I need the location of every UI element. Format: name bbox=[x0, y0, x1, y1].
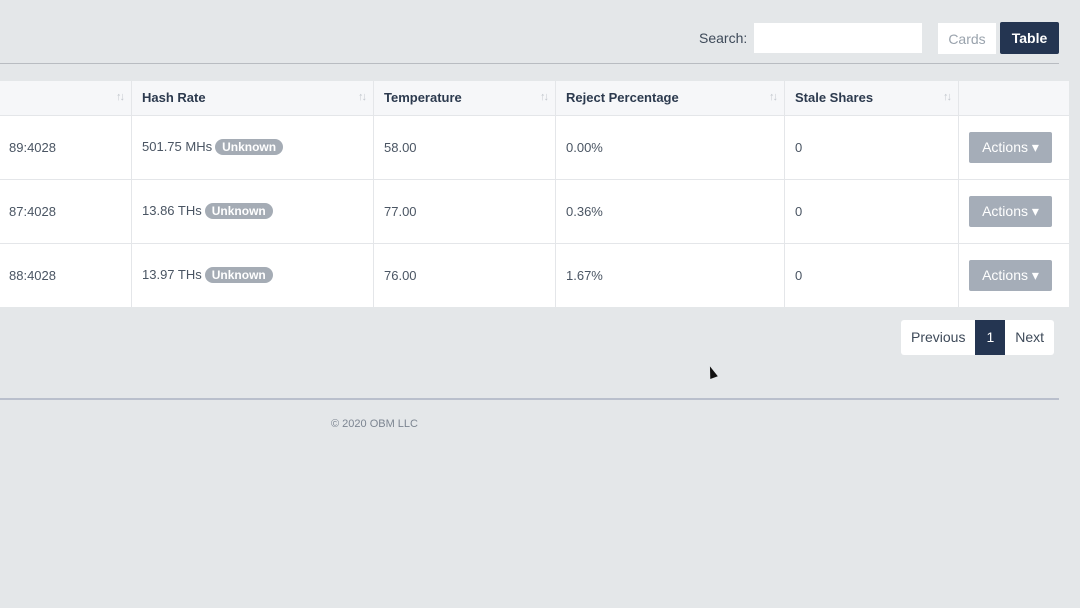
hash-rate: 13.97 THs bbox=[142, 267, 202, 283]
previous-page-button[interactable]: Previous bbox=[911, 329, 966, 345]
column-header-reject-percentage[interactable]: Reject Percentage ↑↓ bbox=[555, 81, 785, 115]
divider bbox=[0, 63, 1059, 64]
address-cell: 89:4028 bbox=[0, 114, 132, 179]
search-input[interactable] bbox=[754, 23, 922, 53]
miners-table: ↑↓ Hash Rate ↑↓ Temperature ↑↓ Reject Perc… bbox=[0, 81, 1069, 307]
column-header-address[interactable]: ↑↓ bbox=[0, 81, 132, 115]
header-label: Temperature bbox=[384, 90, 462, 106]
header-label: Hash Rate bbox=[142, 90, 206, 106]
column-header-temperature[interactable]: Temperature ↑↓ bbox=[373, 81, 556, 115]
address-cell: 88:4028 bbox=[0, 242, 132, 307]
mouse-cursor-icon bbox=[706, 364, 718, 380]
pagination: Previous 1 Next bbox=[901, 320, 1055, 355]
status-badge: Unknown bbox=[204, 203, 273, 219]
actions-cell: Actions ▾ bbox=[958, 178, 1069, 243]
hash-rate-cell: 13.86 THs Unknown bbox=[131, 178, 374, 243]
address: 87:4028 bbox=[9, 203, 56, 219]
hash-rate-cell: 501.75 MHs Unknown bbox=[131, 114, 374, 179]
sort-icon[interactable]: ↑↓ bbox=[769, 91, 778, 103]
table-row: 89:4028 501.75 MHs Unknown 58.00 0.00% 0 … bbox=[0, 114, 1069, 179]
sort-icon[interactable]: ↑↓ bbox=[943, 91, 952, 103]
stale-cell: 0 bbox=[784, 114, 959, 179]
address-cell: 87:4028 bbox=[0, 178, 132, 243]
address: 89:4028 bbox=[9, 139, 56, 155]
actions-dropdown-button[interactable]: Actions ▾ bbox=[969, 195, 1052, 227]
copyright: © 2020 OBM LLC bbox=[331, 418, 418, 430]
actions-cell: Actions ▾ bbox=[958, 114, 1069, 179]
table-row: 88:4028 13.97 THs Unknown 76.00 1.67% 0 A… bbox=[0, 242, 1069, 307]
footer-divider bbox=[0, 398, 1059, 400]
temperature-cell: 58.00 bbox=[373, 114, 556, 179]
hash-rate-cell: 13.97 THs Unknown bbox=[131, 242, 374, 307]
next-page-button[interactable]: Next bbox=[1015, 329, 1045, 345]
table-view-button[interactable]: Table bbox=[1000, 22, 1059, 54]
cards-view-button[interactable]: Cards bbox=[938, 23, 996, 54]
hash-rate: 501.75 MHs bbox=[142, 139, 213, 154]
header-label: Stale Shares bbox=[795, 90, 874, 106]
sort-icon[interactable]: ↑↓ bbox=[358, 91, 367, 103]
stale-cell: 0 bbox=[784, 242, 959, 307]
hash-rate: 13.86 THs bbox=[142, 203, 202, 218]
reject-cell: 0.36% bbox=[555, 178, 785, 243]
status-badge: Unknown bbox=[215, 139, 284, 155]
page-1-button[interactable]: 1 bbox=[975, 320, 1006, 355]
reject-cell: 0.00% bbox=[555, 114, 785, 179]
sort-icon[interactable]: ↑↓ bbox=[116, 91, 125, 103]
column-header-hash-rate[interactable]: Hash Rate ↑↓ bbox=[131, 81, 374, 115]
column-header-stale-shares[interactable]: Stale Shares ↑↓ bbox=[784, 81, 959, 115]
status-badge: Unknown bbox=[204, 267, 273, 284]
sort-icon[interactable]: ↑↓ bbox=[540, 91, 549, 103]
stale-cell: 0 bbox=[784, 178, 959, 243]
column-header-actions bbox=[958, 81, 1069, 115]
header-label: Reject Percentage bbox=[566, 90, 679, 106]
actions-dropdown-button[interactable]: Actions ▾ bbox=[969, 259, 1052, 291]
address: 88:4028 bbox=[9, 267, 56, 283]
temperature-cell: 77.00 bbox=[373, 178, 556, 243]
search-label: Search: bbox=[699, 30, 748, 46]
actions-dropdown-button[interactable]: Actions ▾ bbox=[969, 131, 1052, 163]
actions-cell: Actions ▾ bbox=[958, 242, 1069, 307]
table-row: 87:4028 13.86 THs Unknown 77.00 0.36% 0 A… bbox=[0, 178, 1069, 243]
temperature-cell: 76.00 bbox=[373, 242, 556, 307]
reject-cell: 1.67% bbox=[555, 242, 785, 307]
